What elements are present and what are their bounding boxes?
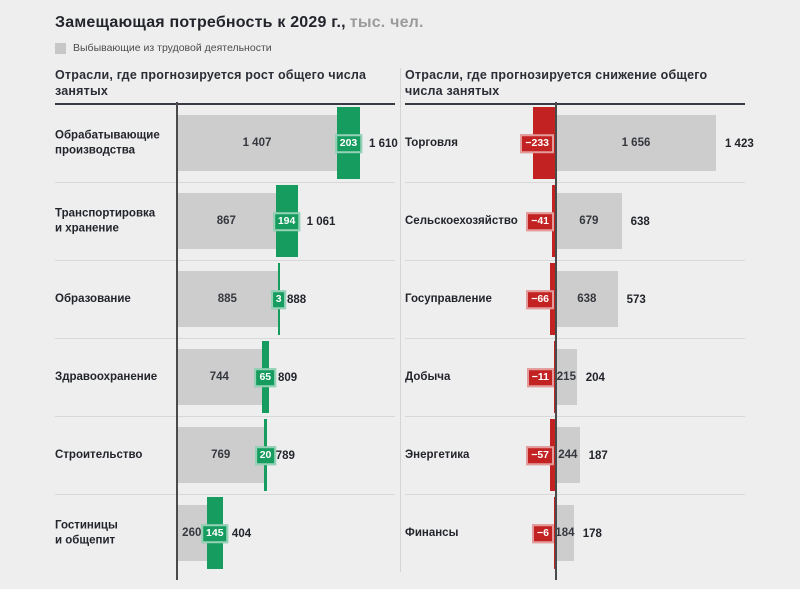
legend-swatch-gray [55, 42, 66, 54]
chart-row: Сельскоехозяйство 679 −41 638 [405, 183, 745, 261]
panel-growth-rows: Обрабатывающие производства 1 407 203 1 610… [55, 102, 398, 580]
delta-badge: 145 [201, 523, 229, 544]
total-value: 187 [588, 449, 608, 462]
page-title-unit: тыс. чел. [349, 14, 424, 31]
panel-growth: Отрасли, где прогнозируется рост общего … [55, 68, 398, 580]
bar-outflow-value: 215 [556, 371, 576, 383]
bar-outflow-value: 260 [182, 527, 202, 539]
bar-outflow: 885 [177, 271, 278, 327]
chart-row: Строительство 769 20 789 [55, 417, 395, 495]
delta-badge: 3 [270, 289, 287, 310]
chart-row: Гостиницы и общепит 260 145 404 [55, 495, 395, 572]
delta-badge: −233 [520, 133, 554, 154]
delta-badge: 194 [272, 211, 301, 232]
bar-outflow-value: 885 [217, 293, 237, 305]
bar-outflow: 744 [177, 349, 262, 405]
page-title: Замещающая потребность к 2029 г., тыс. че… [55, 14, 745, 32]
total-value: 789 [275, 449, 295, 462]
panel-growth-rule [55, 103, 395, 105]
category-label: Финансы [405, 526, 459, 539]
chart-row: Транспортировка и хранение 867 194 1 061 [55, 183, 395, 261]
bar-outflow: 638 [556, 271, 618, 327]
chart-row: Образование 885 3 888 [55, 261, 395, 339]
bar-outflow-value: 1 407 [242, 137, 272, 149]
category-label: Энергетика [405, 448, 470, 461]
total-value: 178 [582, 527, 602, 540]
delta-badge: −57 [526, 445, 554, 466]
category-label: Транспортировка и хранение [55, 206, 156, 235]
delta-badge: −6 [532, 523, 554, 544]
axis-line [176, 102, 178, 580]
chart-row: Торговля 1 656 −233 1 423 [405, 105, 754, 183]
bar-outflow-value: 1 656 [621, 137, 651, 149]
panel-decline-rule [405, 103, 745, 105]
category-label: Здравоохранение [55, 370, 158, 383]
bar-outflow: 867 [177, 193, 276, 249]
bar-outflow: 769 [177, 427, 265, 483]
bar-outflow-value: 638 [577, 293, 597, 305]
chart-row: Обрабатывающие производства 1 407 203 1 610 [55, 105, 398, 183]
bar-outflow: 215 [556, 349, 577, 405]
delta-badge: −66 [526, 289, 554, 310]
category-label: Образование [55, 292, 131, 305]
page-title-main: Замещающая потребность к 2029 г., [55, 14, 346, 31]
category-label: Обрабатывающие производства [55, 128, 160, 157]
total-value: 888 [286, 293, 307, 306]
category-label: Сельскоехозяйство [405, 214, 518, 227]
chart-row: Энергетика 244 −57 187 [405, 417, 745, 495]
category-label: Строительство [55, 448, 143, 461]
bar-outflow-value: 867 [216, 215, 236, 227]
total-value: 1 610 [369, 137, 398, 150]
total-value: 573 [626, 293, 646, 306]
delta-badge: 65 [254, 367, 277, 388]
total-value: 638 [630, 215, 650, 228]
delta-badge: −41 [526, 211, 554, 232]
bar-outflow: 184 [555, 505, 575, 561]
bar-outflow: 244 [556, 427, 580, 483]
total-value: 1 423 [724, 137, 754, 150]
bar-outflow-value: 679 [579, 215, 599, 227]
legend: Выбывающие из трудовой деятельности [55, 42, 745, 54]
category-label: Гостиницы и общепит [55, 518, 118, 547]
bar-outflow: 260 [177, 505, 207, 561]
axis-line [555, 102, 557, 580]
chart-row: Финансы 184 −6 178 [405, 495, 745, 572]
bar-outflow: 1 407 [177, 115, 337, 171]
panel-decline-title: Отрасли, где прогнозируется снижение общ… [405, 68, 708, 98]
chart-row: Госуправление 638 −66 573 [405, 261, 745, 339]
category-label: Госуправление [405, 292, 492, 305]
replacement-need-infographic: Замещающая потребность к 2029 г., тыс. че… [55, 14, 754, 580]
bar-outflow-value: 769 [211, 449, 231, 461]
bar-decline [552, 185, 556, 257]
bar-outflow-value: 244 [558, 449, 578, 461]
bar-outflow: 679 [556, 193, 622, 249]
panel-growth-title: Отрасли, где прогнозируется рост общего … [55, 68, 367, 98]
total-value: 1 061 [306, 215, 336, 228]
chart-row: Добыча 215 −11 204 [405, 339, 745, 417]
bar-outflow-value: 744 [209, 371, 229, 383]
delta-badge: 203 [334, 133, 363, 154]
bar-outflow-value: 184 [555, 527, 575, 539]
panel-decline-rows: Торговля 1 656 −233 1 423 Сельскоехозяйство 6… [405, 102, 754, 580]
total-value: 204 [585, 371, 605, 384]
chart-panels: Отрасли, где прогнозируется рост общего … [55, 68, 754, 580]
delta-badge: 20 [254, 445, 277, 466]
category-label: Добыча [405, 370, 451, 383]
total-value: 404 [231, 527, 252, 540]
category-label: Торговля [405, 136, 458, 149]
panel-decline: Отрасли, где прогнозируется снижение общ… [405, 68, 754, 580]
legend-label: Выбывающие из трудовой деятельности [73, 42, 272, 54]
delta-badge: −11 [526, 367, 554, 388]
panel-divider [400, 68, 401, 572]
total-value: 809 [277, 371, 298, 384]
bar-outflow: 1 656 [556, 115, 716, 171]
chart-row: Здравоохранение 744 65 809 [55, 339, 395, 417]
